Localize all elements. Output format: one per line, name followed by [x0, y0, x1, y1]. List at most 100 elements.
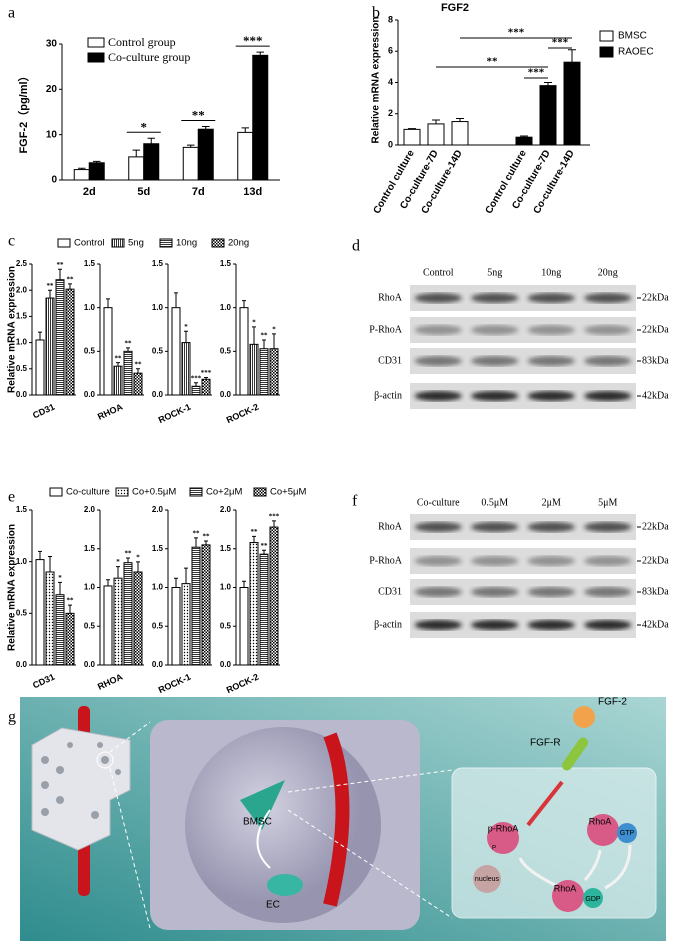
bar — [201, 378, 211, 396]
error-bar — [116, 566, 120, 579]
error-bar — [116, 362, 120, 367]
y-tick-label: 1.5 — [152, 259, 164, 268]
legend-swatch — [115, 487, 129, 497]
legend-swatch — [57, 238, 71, 248]
significance-label: ** — [203, 533, 211, 541]
band — [527, 522, 575, 532]
error-bar — [126, 347, 130, 352]
size-label: 22kDa — [642, 555, 669, 566]
y-tick-label: 6 — [388, 46, 393, 56]
y-axis-label: Relative mRNA expression — [371, 17, 382, 144]
bar — [237, 131, 254, 181]
x-tick-label: 5d — [137, 186, 150, 198]
significance-label: *** — [191, 374, 202, 382]
bar — [65, 288, 75, 396]
y-tick-label: 1.5 — [84, 544, 96, 553]
bar — [143, 143, 160, 181]
bar — [451, 121, 469, 146]
bar — [45, 297, 55, 396]
legend-swatch — [87, 52, 105, 63]
bar — [113, 365, 123, 396]
significance-label: *** — [201, 369, 212, 377]
significance-label: ** — [125, 550, 133, 558]
error-bar — [174, 577, 178, 588]
bar — [55, 279, 65, 396]
bar — [181, 342, 191, 396]
y-tick-label: 0.5 — [16, 608, 28, 617]
size-label: 42kDa — [642, 619, 669, 630]
y-tick-label: 1.0 — [152, 303, 164, 312]
error-bar — [126, 557, 130, 563]
legend-swatch — [253, 487, 267, 497]
significance-label: *** — [243, 33, 263, 48]
legend-swatch — [599, 30, 614, 42]
rhoa-gtp — [587, 814, 619, 846]
band — [584, 522, 632, 532]
diagram: FGF-2 FGF-R p-RhoA P RhoA GTP nucleus Rh… — [20, 697, 666, 941]
y-tick-label: 2.0 — [220, 505, 232, 514]
y-tick-label: 2.0 — [16, 285, 28, 294]
zoom-line — [287, 809, 453, 919]
protein-label: P-RhoA — [369, 324, 403, 335]
y-tick-label: 1.0 — [84, 583, 96, 592]
band — [414, 587, 462, 597]
band — [414, 620, 462, 630]
protein-label: RhoA — [378, 292, 403, 303]
band — [414, 325, 462, 335]
bar — [133, 571, 143, 666]
error-bar — [544, 82, 552, 86]
y-tick-label: 0.5 — [16, 364, 28, 373]
band — [414, 356, 462, 366]
y-tick-label: 0.0 — [152, 390, 164, 399]
significance-label: * — [136, 554, 140, 562]
y-tick-label: 0 — [388, 139, 393, 149]
panel-label: f — [352, 493, 358, 510]
significance-label: * — [272, 325, 276, 333]
y-tick-label: 1.0 — [16, 338, 28, 347]
legend-swatch — [211, 238, 225, 248]
y-axis-label: FGF-2（pg/ml） — [17, 70, 30, 153]
bar — [113, 577, 123, 666]
legend-label: 20ng — [228, 238, 249, 249]
y-tick-label: 0.0 — [220, 390, 232, 399]
y-tick-label: 0.5 — [152, 346, 164, 355]
band — [527, 356, 575, 366]
p-rhoa — [487, 822, 519, 854]
panel-label: c — [8, 233, 15, 250]
y-tick-label: 1.5 — [220, 544, 232, 553]
x-tick-label: RHOA — [96, 401, 125, 421]
band — [527, 556, 575, 566]
y-tick-label: 2.0 — [152, 505, 164, 514]
lane-label: 2μM — [542, 497, 561, 508]
error-bar — [136, 368, 140, 374]
error-bar — [194, 382, 198, 387]
label: EC — [266, 900, 280, 911]
band — [584, 620, 632, 630]
band — [414, 391, 462, 401]
y-tick-label: 1.0 — [84, 303, 96, 312]
x-tick-label: ROCK-1 — [157, 402, 193, 426]
bar — [128, 156, 145, 181]
band — [584, 293, 632, 303]
error-bar — [106, 298, 110, 308]
protein-label: P-RhoA — [369, 555, 403, 566]
bar — [123, 350, 133, 396]
fgf2 — [573, 706, 595, 728]
band — [471, 522, 519, 532]
legend-label: BMSC — [618, 31, 647, 42]
band — [527, 293, 575, 303]
gtp — [617, 823, 637, 843]
legend-label: Control — [74, 238, 105, 249]
error-bar — [58, 581, 62, 595]
protein-label: RhoA — [378, 521, 403, 532]
x-tick-label: ROCK-2 — [225, 402, 261, 426]
error-bar — [106, 579, 110, 586]
protein-label: CD31 — [378, 586, 402, 597]
comparison-label: *** — [552, 37, 569, 49]
label: p-RhoA — [488, 823, 519, 833]
panel-label: d — [352, 238, 360, 255]
y-tick-label: 0.0 — [16, 660, 28, 669]
error-bar — [256, 51, 264, 56]
band — [471, 391, 519, 401]
bar — [249, 343, 259, 396]
